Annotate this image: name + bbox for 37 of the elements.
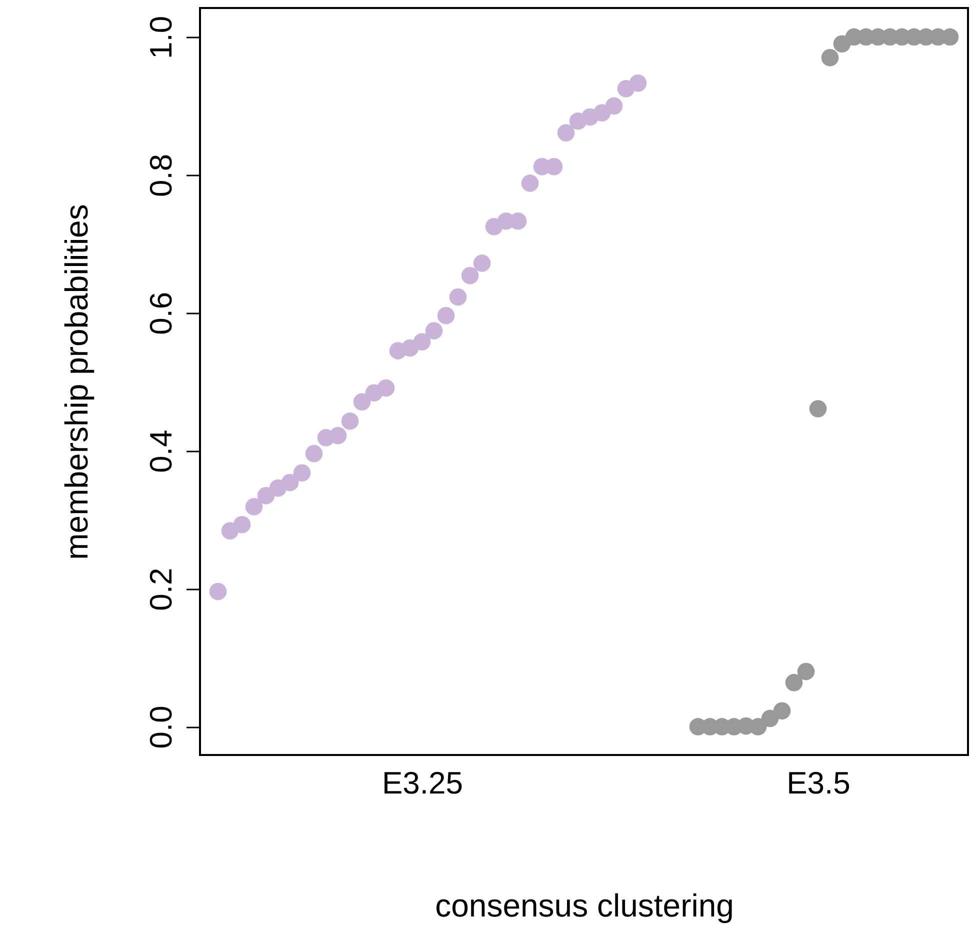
point (449, 288, 467, 306)
x-tick-label: E3.5 (786, 766, 850, 800)
point (437, 306, 455, 324)
point (461, 266, 479, 284)
point (293, 464, 311, 482)
point (341, 412, 359, 430)
y-tick-label: 0.0 (144, 706, 178, 749)
point (425, 322, 443, 340)
point (521, 174, 539, 192)
point (329, 427, 347, 444)
point (773, 702, 791, 720)
point (377, 379, 395, 397)
x-axis-title: consensus clustering (435, 888, 734, 924)
y-tick-label: 0.2 (144, 568, 178, 611)
x-tick-label: E3.25 (382, 766, 464, 800)
point (413, 333, 431, 350)
point (785, 674, 803, 692)
y-tick-label: 0.4 (144, 430, 178, 473)
point (605, 97, 623, 115)
y-tick-label: 0.6 (144, 292, 178, 335)
point (209, 582, 227, 600)
point (257, 487, 275, 504)
y-tick-label: 0.8 (144, 154, 178, 197)
point (809, 400, 827, 418)
point (353, 393, 371, 410)
point (305, 444, 323, 462)
point (245, 498, 263, 516)
point (761, 710, 779, 728)
y-tick-label: 1.0 (144, 16, 178, 60)
point (233, 516, 251, 534)
y-axis-title: membership probabilities (58, 204, 94, 560)
point (797, 662, 815, 680)
point (821, 49, 839, 66)
point (281, 474, 299, 492)
point (629, 74, 647, 92)
point (557, 124, 575, 142)
point (473, 254, 491, 272)
